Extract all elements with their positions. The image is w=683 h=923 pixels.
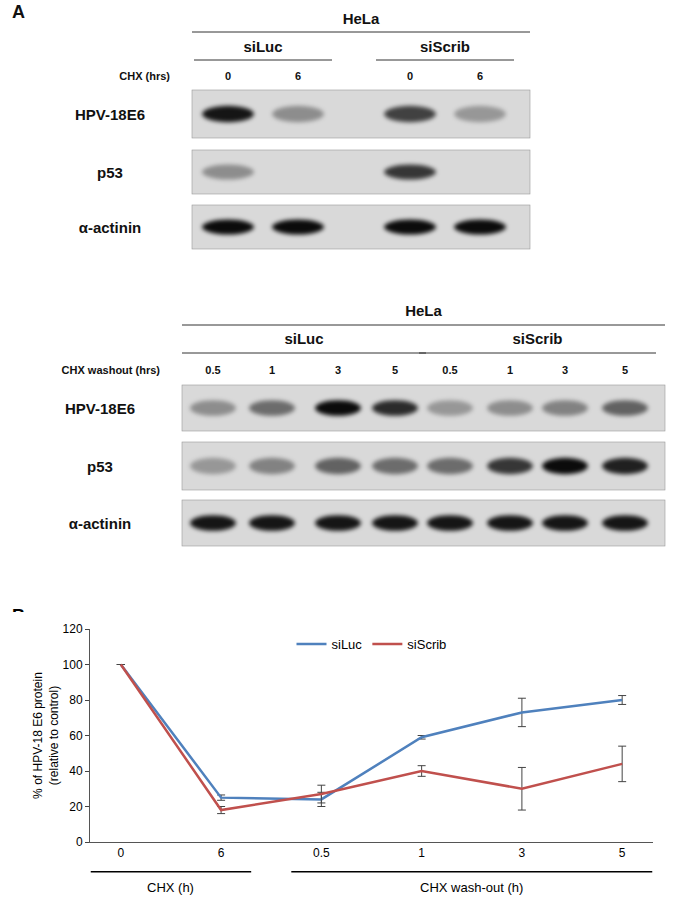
svg-text:0: 0: [76, 835, 83, 849]
svg-text:siLuc: siLuc: [332, 637, 363, 652]
svg-text:siScrib: siScrib: [420, 38, 470, 55]
svg-text:CHX washout (hrs): CHX washout (hrs): [62, 364, 161, 376]
svg-text:siScrib: siScrib: [407, 637, 446, 652]
svg-text:40: 40: [69, 764, 83, 778]
svg-text:α-actinin: α-actinin: [79, 219, 142, 236]
svg-text:% of HPV-18 E6 protein(relativ: % of HPV-18 E6 protein(relative to contr…: [31, 672, 61, 799]
svg-text:5: 5: [622, 364, 628, 376]
svg-text:5: 5: [619, 846, 626, 860]
svg-text:0.5: 0.5: [442, 364, 457, 376]
svg-text:3: 3: [519, 846, 526, 860]
svg-text:80: 80: [69, 693, 83, 707]
svg-text:0.5: 0.5: [205, 364, 220, 376]
svg-text:60: 60: [69, 729, 83, 743]
svg-text:0: 0: [407, 70, 413, 82]
svg-text:HPV-18E6: HPV-18E6: [75, 106, 145, 123]
svg-text:α-actinin: α-actinin: [69, 515, 132, 532]
svg-text:20: 20: [69, 800, 83, 814]
svg-text:3: 3: [562, 364, 568, 376]
svg-text:siLuc: siLuc: [243, 38, 282, 55]
svg-text:p53: p53: [87, 458, 113, 475]
svg-text:siLuc: siLuc: [284, 330, 323, 347]
svg-text:5: 5: [392, 364, 398, 376]
svg-text:1: 1: [507, 364, 513, 376]
svg-text:0.5: 0.5: [313, 846, 330, 860]
svg-text:CHX wash-out (h): CHX wash-out (h): [420, 880, 523, 895]
svg-text:120: 120: [63, 622, 83, 636]
svg-text:HPV-18E6: HPV-18E6: [65, 400, 135, 417]
svg-text:0: 0: [117, 846, 124, 860]
svg-text:CHX (hrs): CHX (hrs): [119, 70, 170, 82]
svg-text:CHX (h): CHX (h): [147, 880, 194, 895]
svg-text:HeLa: HeLa: [405, 302, 442, 319]
svg-text:A: A: [12, 2, 25, 22]
html-text:B: B: [12, 606, 25, 626]
svg-text:3: 3: [335, 364, 341, 376]
svg-text:p53: p53: [97, 164, 123, 181]
svg-text:siScrib: siScrib: [512, 330, 562, 347]
svg-text:6: 6: [477, 70, 483, 82]
svg-text:HeLa: HeLa: [343, 10, 380, 27]
svg-text:100: 100: [63, 658, 83, 672]
svg-text:6: 6: [218, 846, 225, 860]
svg-text:1: 1: [269, 364, 275, 376]
svg-text:0: 0: [225, 70, 231, 82]
svg-text:1: 1: [418, 846, 425, 860]
svg-text:6: 6: [295, 70, 301, 82]
